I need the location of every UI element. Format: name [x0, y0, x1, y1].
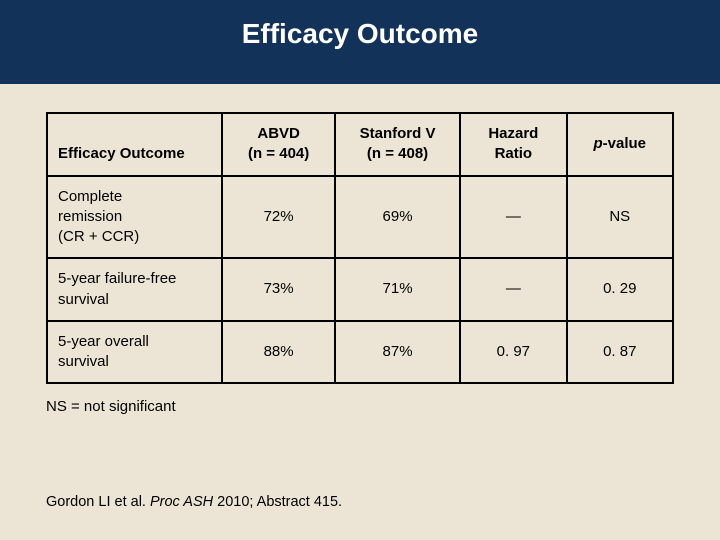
citation-author: Gordon LI et al. — [46, 494, 150, 510]
cell-hr: — — [460, 258, 566, 321]
cell-abvd: 72% — [222, 176, 335, 259]
efficacy-table: Efficacy Outcome ABVD (n = 404) Stanford… — [46, 112, 674, 384]
abvd-line2: (n = 404) — [248, 145, 309, 162]
hr-line1: Hazard — [488, 125, 538, 142]
table-row: 5-year overall survival 88% 87% 0. 97 0.… — [47, 321, 673, 384]
p-suffix: -value — [603, 135, 646, 152]
table-row: Complete remission (CR + CCR) 72% 69% — … — [47, 176, 673, 259]
cell-hr: — — [460, 176, 566, 259]
col-header-stanford: Stanford V (n = 408) — [335, 113, 460, 176]
col-header-outcome: Efficacy Outcome — [47, 113, 222, 176]
col-header-pvalue: p-value — [567, 113, 673, 176]
row-label-line: 5-year overall — [58, 333, 149, 350]
row-label: 5-year overall survival — [47, 321, 222, 384]
stanford-line1: Stanford V — [360, 125, 436, 142]
row-label-line: (CR + CCR) — [58, 228, 139, 245]
row-label: Complete remission (CR + CCR) — [47, 176, 222, 259]
row-label-line: Complete — [58, 188, 122, 205]
citation-source: Proc ASH — [150, 494, 217, 510]
cell-abvd: 88% — [222, 321, 335, 384]
row-label-line: remission — [58, 208, 122, 225]
cell-pvalue: 0. 87 — [567, 321, 673, 384]
cell-stanford: 69% — [335, 176, 460, 259]
col-header-abvd: ABVD (n = 404) — [222, 113, 335, 176]
cell-abvd: 73% — [222, 258, 335, 321]
citation-rest: 2010; Abstract 415. — [217, 494, 342, 510]
table-header-row: Efficacy Outcome ABVD (n = 404) Stanford… — [47, 113, 673, 176]
cell-stanford: 71% — [335, 258, 460, 321]
row-label-line: survival — [58, 353, 109, 370]
title-band: Efficacy Outcome — [0, 0, 720, 84]
table-row: 5-year failure-free survival 73% 71% — 0… — [47, 258, 673, 321]
footnote: NS = not significant — [46, 398, 674, 415]
page-title: Efficacy Outcome — [0, 18, 720, 50]
cell-hr: 0. 97 — [460, 321, 566, 384]
cell-stanford: 87% — [335, 321, 460, 384]
cell-pvalue: NS — [567, 176, 673, 259]
col-header-hazard-ratio: Hazard Ratio — [460, 113, 566, 176]
row-label: 5-year failure-free survival — [47, 258, 222, 321]
stanford-line2: (n = 408) — [367, 145, 428, 162]
content-area: Efficacy Outcome ABVD (n = 404) Stanford… — [0, 84, 720, 415]
citation: Gordon LI et al. Proc ASH 2010; Abstract… — [46, 494, 342, 510]
row-label-line: 5-year failure-free — [58, 270, 176, 287]
cell-pvalue: 0. 29 — [567, 258, 673, 321]
row-label-line: survival — [58, 291, 109, 308]
abvd-line1: ABVD — [257, 125, 300, 142]
hr-line2: Ratio — [495, 145, 533, 162]
p-prefix: p — [594, 135, 603, 152]
